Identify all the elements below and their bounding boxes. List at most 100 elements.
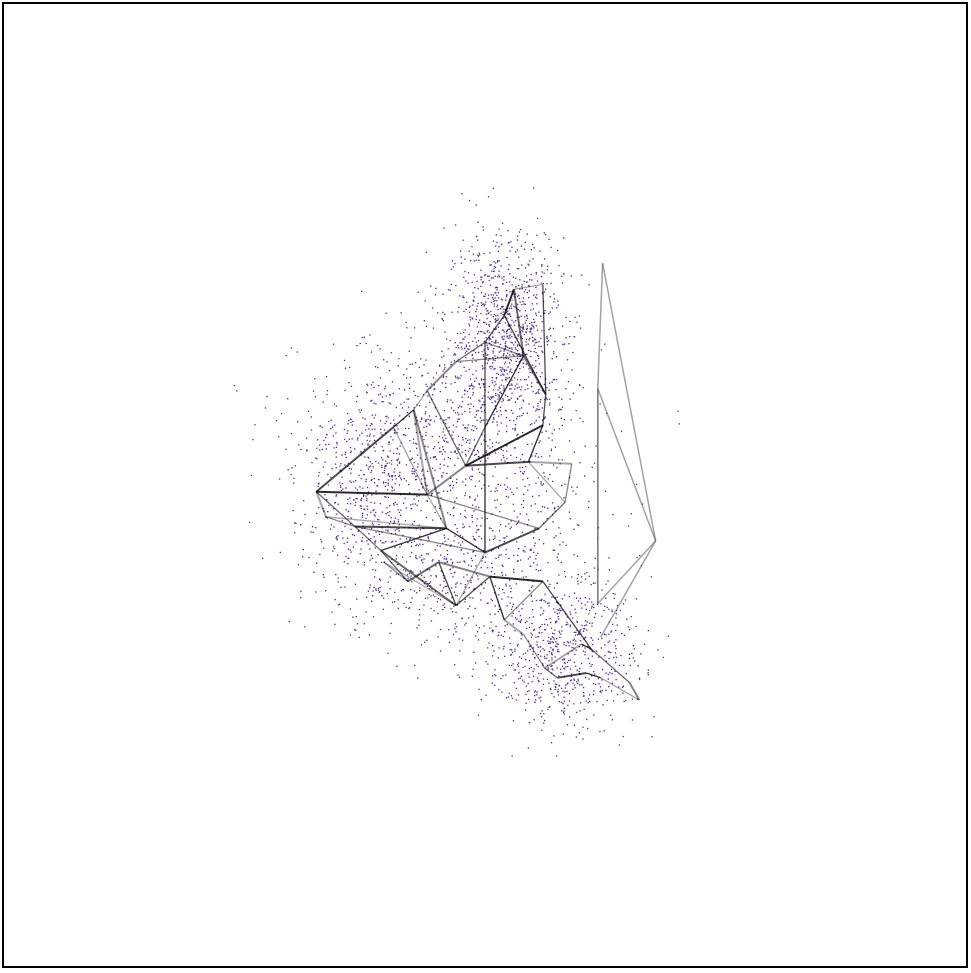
scatter-point bbox=[383, 359, 385, 361]
scatter-point bbox=[345, 576, 347, 578]
scatter-point bbox=[375, 460, 377, 463]
scatter-point bbox=[587, 658, 589, 660]
scatter-point bbox=[509, 384, 511, 386]
scatter-point bbox=[535, 636, 537, 638]
scatter-point bbox=[475, 204, 477, 206]
scatter-point bbox=[571, 650, 573, 652]
scatter-point bbox=[611, 673, 613, 675]
scatter-point bbox=[459, 361, 462, 364]
scatter-point bbox=[402, 534, 404, 537]
scatter-point bbox=[470, 479, 472, 481]
scatter-point bbox=[503, 374, 505, 376]
scatter-point bbox=[455, 611, 457, 613]
scatter-point bbox=[451, 611, 454, 613]
scatter-point bbox=[448, 417, 450, 419]
scatter-point bbox=[442, 370, 444, 372]
scatter-point bbox=[460, 583, 462, 585]
graph-edge bbox=[407, 561, 440, 583]
scatter-point bbox=[541, 431, 543, 433]
scatter-point bbox=[537, 382, 539, 384]
scatter-point bbox=[428, 593, 430, 596]
scatter-point bbox=[445, 557, 448, 560]
scatter-point bbox=[393, 431, 396, 433]
scatter-point bbox=[592, 693, 595, 696]
scatter-point bbox=[441, 453, 444, 455]
scatter-point bbox=[543, 383, 545, 386]
scatter-point bbox=[572, 392, 574, 394]
scatter-point bbox=[372, 524, 374, 526]
scatter-point bbox=[594, 683, 597, 686]
scatter-point bbox=[516, 397, 519, 399]
scatter-point bbox=[517, 678, 520, 680]
scatter-point bbox=[501, 307, 503, 309]
scatter-point bbox=[419, 614, 421, 616]
scatter-point bbox=[533, 562, 535, 564]
scatter-point bbox=[542, 664, 544, 667]
scatter-point bbox=[491, 296, 494, 299]
scatter-point bbox=[419, 431, 421, 433]
scatter-point bbox=[444, 367, 446, 369]
scatter-point bbox=[468, 333, 470, 336]
scatter-point bbox=[456, 582, 458, 584]
scatter-point bbox=[495, 292, 497, 294]
scatter-point bbox=[522, 359, 524, 361]
scatter-point bbox=[574, 608, 576, 610]
scatter-point bbox=[582, 420, 584, 423]
scatter-point bbox=[544, 629, 547, 631]
scatter-point bbox=[472, 357, 474, 359]
scatter-point bbox=[472, 597, 474, 599]
scatter-point bbox=[465, 517, 467, 519]
graph-edge bbox=[325, 516, 356, 528]
scatter-point bbox=[506, 352, 509, 354]
scatter-point bbox=[502, 648, 505, 650]
scatter-point bbox=[497, 314, 499, 317]
scatter-point bbox=[341, 483, 343, 485]
scatter-point bbox=[454, 375, 457, 377]
scatter-point bbox=[439, 545, 441, 547]
scatter-point bbox=[419, 405, 421, 407]
scatter-point bbox=[356, 345, 358, 347]
scatter-point bbox=[584, 647, 586, 649]
scatter-point bbox=[462, 436, 464, 439]
scatter-point bbox=[574, 643, 577, 645]
scatter-point bbox=[547, 507, 549, 509]
scatter-point bbox=[509, 371, 511, 373]
scatter-point bbox=[390, 541, 393, 543]
scatter-point bbox=[469, 388, 471, 390]
scatter-point bbox=[385, 481, 387, 484]
scatter-point bbox=[450, 268, 452, 270]
scatter-point bbox=[621, 632, 623, 635]
scatter-point bbox=[533, 321, 535, 324]
scatter-point bbox=[511, 392, 513, 394]
scatter-point bbox=[452, 484, 455, 487]
scatter-point bbox=[519, 677, 521, 679]
scatter-point bbox=[468, 385, 470, 387]
scatter-point bbox=[507, 310, 509, 312]
scatter-point bbox=[512, 720, 515, 722]
scatter-point bbox=[398, 388, 400, 390]
scatter-point bbox=[537, 405, 539, 407]
scatter-point bbox=[563, 696, 565, 698]
scatter-point bbox=[438, 559, 440, 562]
scatter-point bbox=[453, 410, 455, 412]
scatter-point bbox=[503, 358, 505, 360]
scatter-point bbox=[340, 486, 342, 489]
scatter-point bbox=[381, 464, 383, 467]
scatter-point bbox=[459, 295, 461, 297]
scatter-point bbox=[471, 514, 473, 517]
scatter-point bbox=[479, 417, 481, 419]
scatter-point bbox=[514, 617, 517, 619]
scatter-point bbox=[447, 417, 449, 419]
scatter-point bbox=[489, 627, 491, 629]
scatter-point bbox=[519, 415, 521, 417]
scatter-point bbox=[364, 418, 366, 420]
scatter-point bbox=[423, 583, 425, 585]
scatter-point bbox=[506, 623, 508, 626]
scatter-point bbox=[614, 593, 616, 595]
scatter-point bbox=[556, 249, 559, 252]
graph-edge bbox=[426, 390, 467, 467]
scatter-point bbox=[554, 507, 556, 509]
scatter-point bbox=[375, 490, 377, 492]
scatter-point bbox=[580, 702, 582, 704]
scatter-point bbox=[505, 289, 507, 292]
